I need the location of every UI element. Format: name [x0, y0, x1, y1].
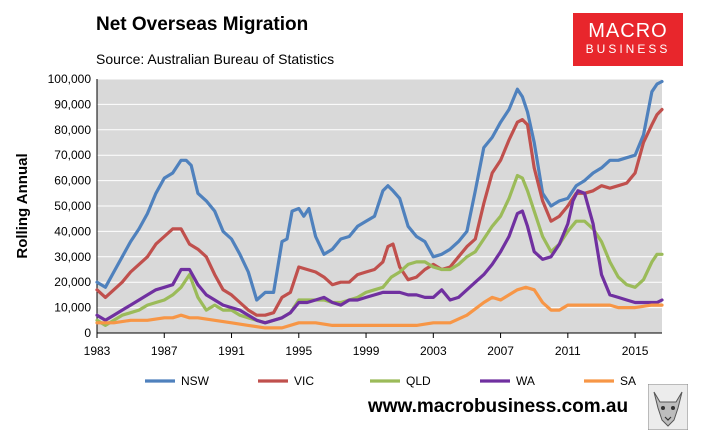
x-tick-label: 1991	[218, 344, 245, 358]
legend-label-sa: SA	[620, 374, 636, 388]
legend-label-wa: WA	[516, 374, 535, 388]
x-tick-label: 2015	[622, 344, 649, 358]
logo-line-2: BUSINESS	[585, 42, 671, 56]
website-url[interactable]: www.macrobusiness.com.au	[368, 396, 629, 417]
legend-label-qld: QLD	[406, 374, 431, 388]
chart-title: Net Overseas Migration	[96, 14, 309, 35]
series-line-wa	[95, 189, 664, 325]
legend-label-nsw: NSW	[181, 374, 210, 388]
y-tick-label: 90,000	[54, 97, 91, 111]
y-tick-label: 60,000	[54, 174, 91, 188]
chart-source: Source: Australian Bureau of Statistics	[96, 51, 335, 67]
x-tick-label: 2007	[487, 344, 514, 358]
x-tick-label: 1987	[151, 344, 178, 358]
y-tick-label: 20,000	[54, 275, 91, 289]
x-tick-label: 2003	[420, 344, 447, 358]
y-tick-label: 40,000	[54, 224, 91, 238]
y-tick-label: 30,000	[54, 250, 91, 264]
y-tick-label: 0	[84, 326, 91, 340]
y-tick-label: 50,000	[54, 199, 91, 213]
y-tick-label: 80,000	[54, 123, 91, 137]
y-tick-label: 10,000	[54, 301, 91, 315]
series-line-vic	[95, 107, 664, 317]
wolf-mascot-icon	[648, 384, 688, 430]
series-line-sa	[95, 285, 664, 330]
series-line-nsw	[95, 79, 664, 302]
x-tick-label: 1983	[84, 344, 111, 358]
x-tick-label: 1995	[285, 344, 312, 358]
x-tick-label: 1999	[353, 344, 380, 358]
y-axis-label: Rolling Annual	[14, 153, 31, 258]
logo-line-1: MACRO	[588, 20, 668, 42]
legend-label-vic: VIC	[294, 374, 314, 388]
x-tick-label: 2011	[555, 344, 581, 358]
y-tick-label: 70,000	[54, 148, 91, 162]
y-tick-label: 100,000	[48, 72, 92, 86]
brand-logo: MACRO BUSINESS	[573, 13, 683, 66]
series-line-qld	[95, 173, 664, 327]
